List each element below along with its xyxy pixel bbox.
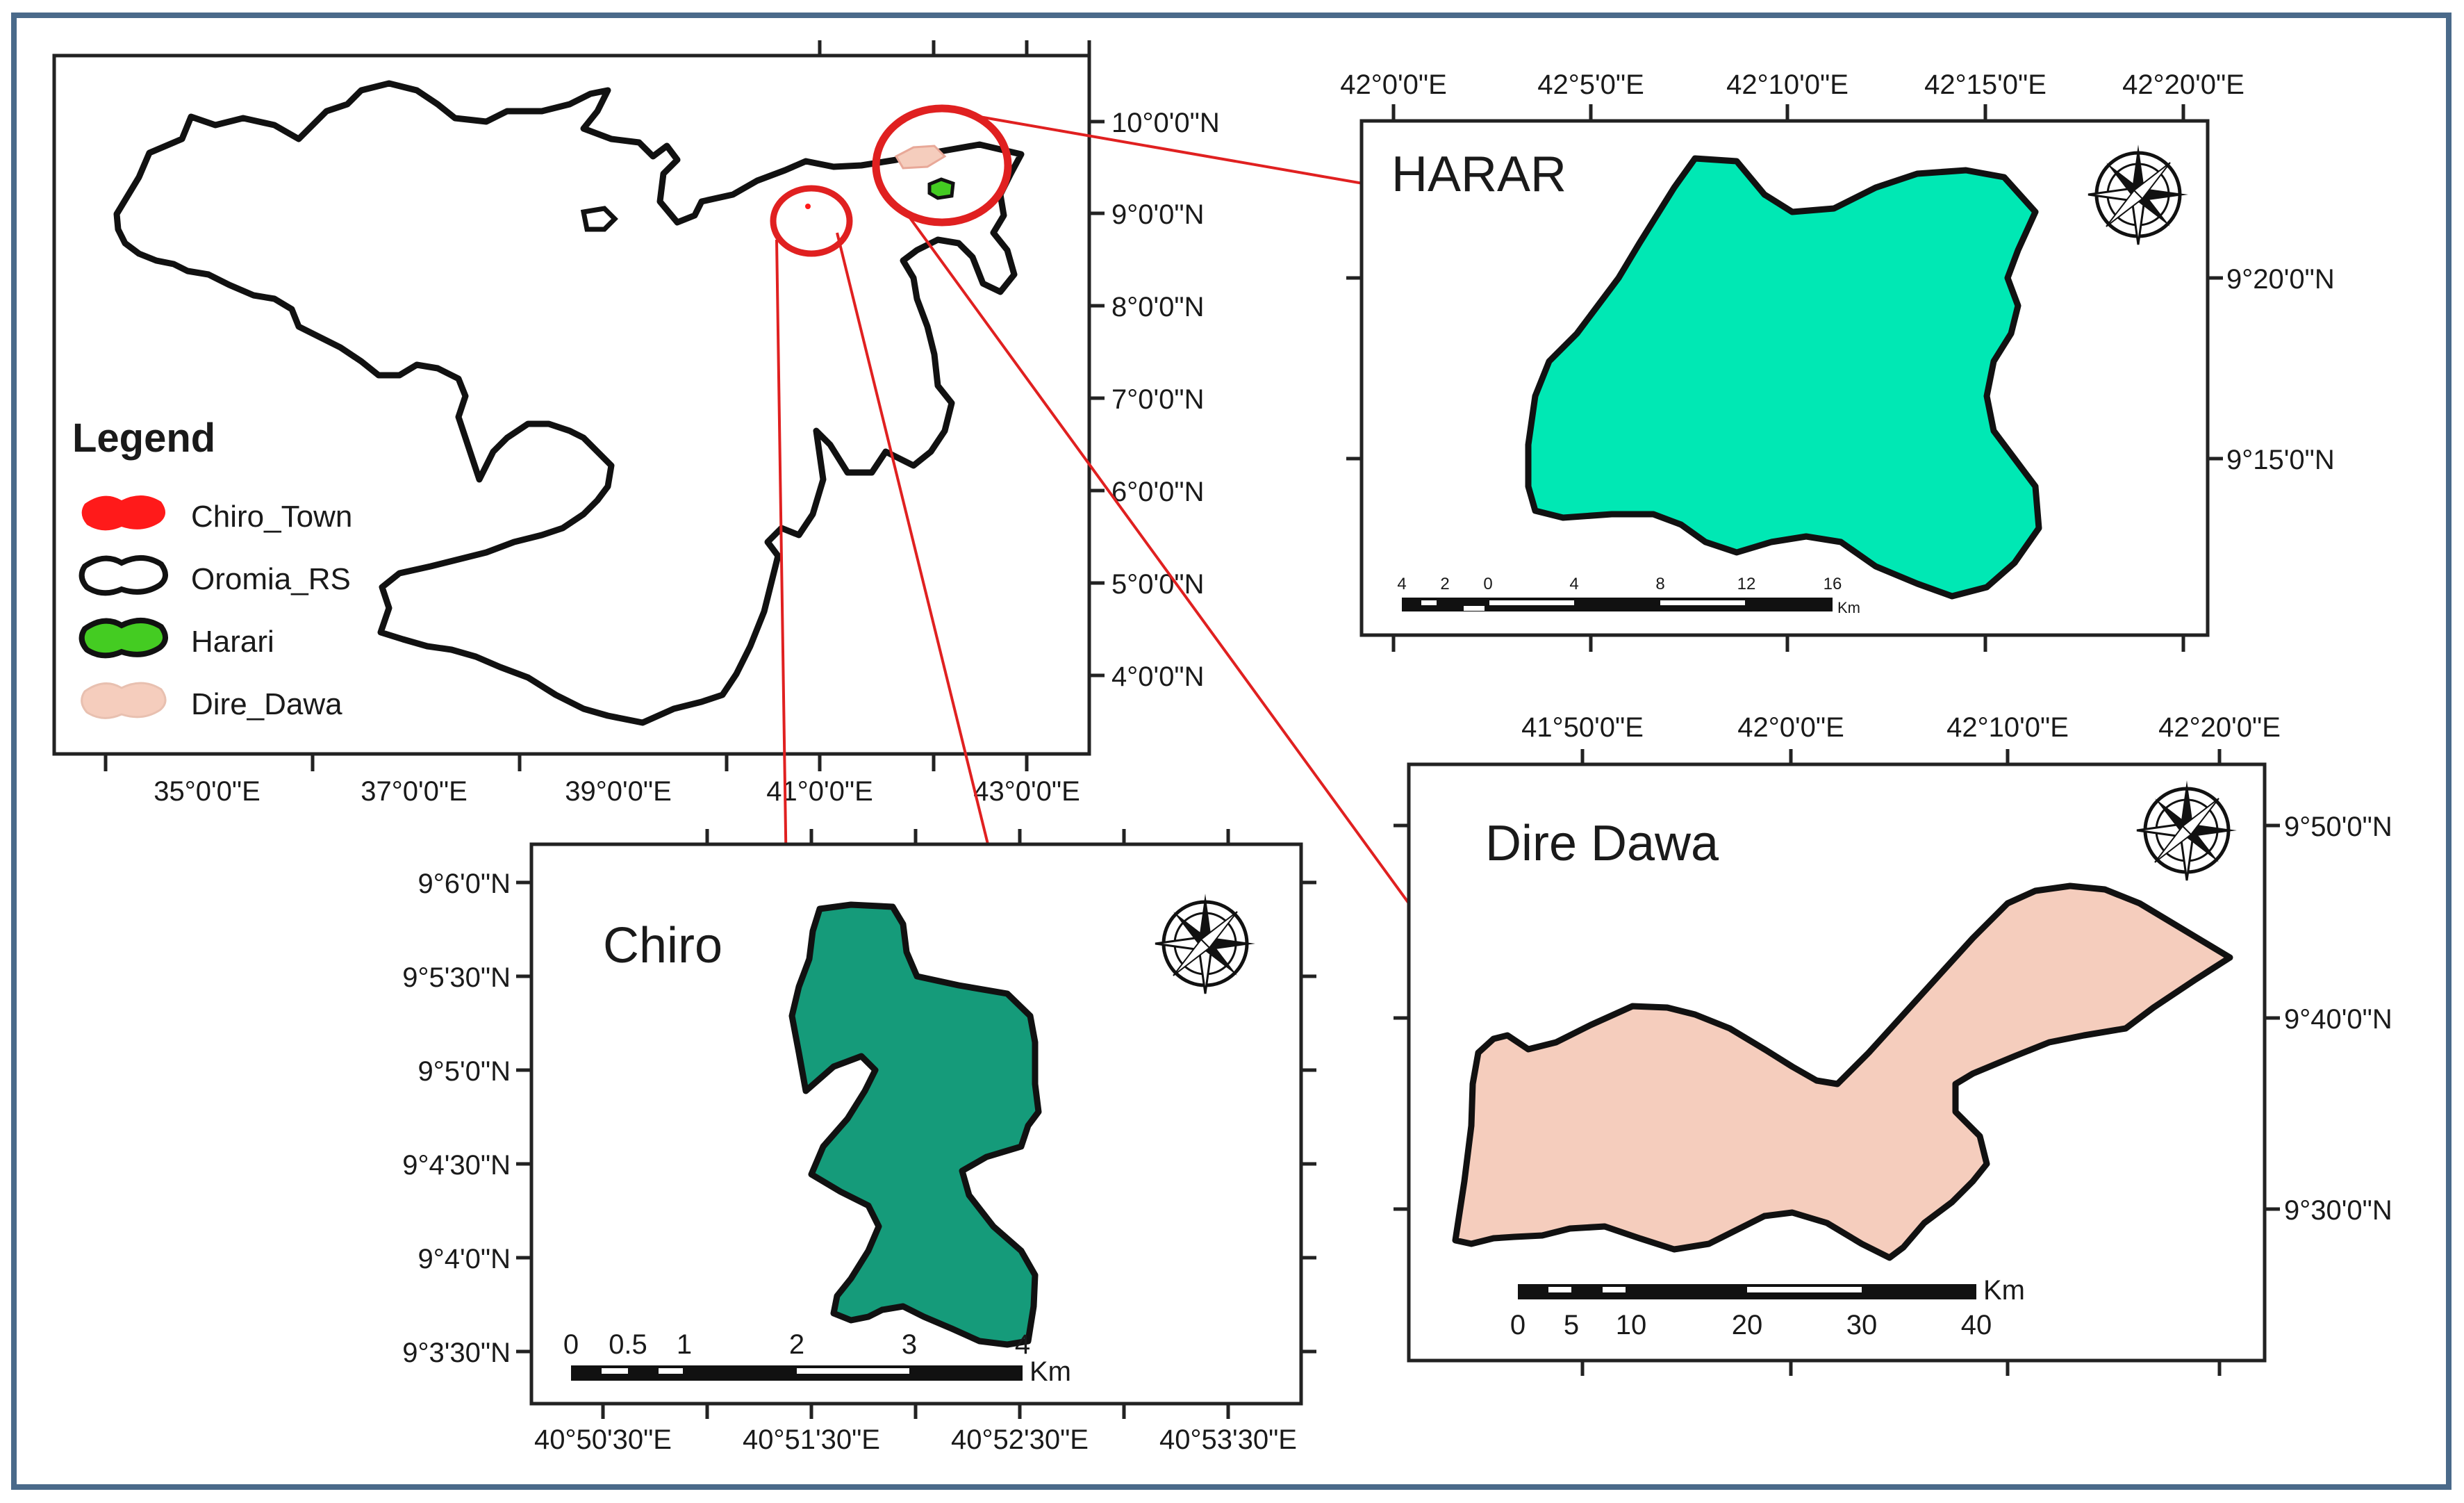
chiro-lat-label: 9°5'0"N (418, 1056, 511, 1087)
dire-scale-label: 10 (1616, 1310, 1647, 1340)
overview-lat-label: 4°0'0"N (1111, 662, 1204, 692)
dire-lat-label: 9°30'0"N (2284, 1195, 2392, 1226)
legend-label-dire-dawa: Dire_Dawa (191, 687, 342, 721)
legend-label-oromia: Oromia_RS (191, 562, 351, 596)
harar-scale-label: 12 (1737, 575, 1756, 593)
harar-lon-label: 42°20'0"E (2122, 69, 2244, 100)
chiro-lat-label: 9°5'30"N (402, 962, 511, 993)
legend-label-harari: Harari (191, 625, 274, 659)
chiro-lat-label: 9°4'0"N (418, 1244, 511, 1274)
overview-lat-label: 7°0'0"N (1111, 384, 1204, 415)
chiro-map-title: Chiro (603, 918, 722, 974)
chiro-lat-label: 9°6'0"N (418, 869, 511, 899)
harar-lon-label: 42°5'0"E (1537, 69, 1644, 100)
harar-lon-label: 42°15'0"E (1924, 69, 2047, 100)
harar-dire-highlight-circle (872, 104, 1012, 227)
chiro-scale-bar: 0 0.5 1 2 3 4 Km (563, 1329, 1071, 1387)
overview-map-panel: 10°0'0"N 9°0'0"N 8°0'0"N 7°0'0"N 6°0'0"N… (52, 40, 1220, 807)
overview-lon-label: 43°0'0"E (973, 776, 1080, 807)
overview-lat-label: 10°0'0"N (1111, 108, 1220, 138)
chiro-lon-label: 40°51'30"E (743, 1424, 880, 1455)
dire-dawa-region-shape (1452, 882, 2233, 1261)
harar-lat-label: 9°20'0"N (2226, 264, 2335, 295)
harar-scale-label: 0 (1483, 575, 1492, 593)
chiro-region-shape (788, 901, 1042, 1348)
harari-overview-shape (927, 177, 955, 200)
dire-scale-label: 30 (1846, 1310, 1878, 1340)
chiro-scale-label: 2 (789, 1329, 804, 1360)
harar-map-panel: 42°0'0"E 42°5'0"E 42°10'0"E 42°15'0"E 42… (1340, 69, 2335, 652)
dire-map-title: Dire Dawa (1485, 816, 1719, 871)
overview-lat-label: 5°0'0"N (1111, 569, 1204, 600)
chiro-scale-label: 0.5 (609, 1329, 647, 1360)
legend: Legend Chiro_Town Oromia_RS Harari Dire_… (72, 416, 352, 721)
dire-lon-label: 42°20'0"E (2158, 712, 2281, 743)
harar-lon-label: 42°0'0"E (1340, 69, 1447, 100)
chiro-scale-unit: Km (1030, 1356, 1071, 1387)
harar-lat-label: 9°15'0"N (2226, 445, 2335, 475)
oromia-region-shape (113, 80, 1025, 726)
legend-title: Legend (72, 416, 215, 461)
dire-scale-unit: Km (1983, 1275, 2025, 1306)
harar-lon-label: 42°10'0"E (1726, 69, 1849, 100)
dire-scale-label: 20 (1732, 1310, 1763, 1340)
chiro-highlight-circle (770, 185, 853, 257)
harar-scale-label: 16 (1824, 575, 1842, 593)
chiro-scale-label: 4 (1015, 1329, 1030, 1360)
chiro-scale-label: 0 (563, 1329, 579, 1360)
chiro-lat-label: 9°3'30"N (402, 1338, 511, 1368)
overview-lon-label: 37°0'0"E (361, 776, 468, 807)
harar-scale-label: 4 (1397, 575, 1406, 593)
legend-label-chiro-town: Chiro_Town (191, 500, 352, 534)
chiro-lon-label: 40°50'30"E (534, 1424, 672, 1455)
chiro-lon-label: 40°52'30"E (951, 1424, 1089, 1455)
dire-dawa-overview-shape (894, 145, 947, 170)
dire-lon-label: 42°0'0"E (1737, 712, 1844, 743)
dire-lon-label: 41°50'0"E (1521, 712, 1644, 743)
overview-lon-label: 39°0'0"E (565, 776, 672, 807)
overview-lat-label: 8°0'0"N (1111, 292, 1204, 322)
dire-lon-label: 42°10'0"E (1946, 712, 2069, 743)
chiro-town-swatch (81, 495, 166, 531)
harar-region-shape (1525, 155, 2042, 600)
overview-lon-label: 35°0'0"E (154, 776, 261, 807)
overview-lon-label: 41°0'0"E (766, 776, 873, 807)
overview-lat-label: 6°0'0"N (1111, 477, 1204, 507)
chiro-scale-label: 1 (677, 1329, 692, 1360)
dire-scale-bar: 0 5 10 20 30 40 Km (1510, 1275, 2025, 1340)
dire-lat-label: 9°40'0"N (2284, 1004, 2392, 1035)
chiro-scale-label: 3 (902, 1329, 917, 1360)
overview-lat-label: 9°0'0"N (1111, 199, 1204, 230)
chiro-map-panel: 9°6'0"N 9°5'30"N 9°5'0"N 9°4'30"N 9°4'0"… (402, 829, 1316, 1455)
dire-scale-label: 0 (1510, 1310, 1525, 1340)
harari-swatch (78, 618, 168, 659)
chiro-lat-label: 9°4'30"N (402, 1150, 511, 1181)
harar-map-title: HARAR (1391, 147, 1566, 202)
chiro-lon-label: 40°53'30"E (1159, 1424, 1297, 1455)
dire-scale-label: 40 (1961, 1310, 1992, 1340)
lake-shape (580, 206, 618, 232)
dire-dawa-swatch (81, 682, 167, 719)
harar-scale-label: 2 (1440, 575, 1449, 593)
dire-lat-label: 9°50'0"N (2284, 812, 2392, 842)
oromia-swatch (78, 555, 168, 596)
harar-scale-label: 4 (1569, 575, 1578, 593)
dire-dawa-map-panel: 41°50'0"E 42°0'0"E 42°10'0"E 42°20'0"E 9… (1394, 712, 2392, 1376)
harar-scale-bar: 4 2 0 4 8 12 16 Km (1397, 575, 1860, 616)
harar-scale-label: 8 (1655, 575, 1664, 593)
dire-scale-label: 5 (1564, 1310, 1579, 1340)
harar-scale-unit: Km (1837, 599, 1860, 616)
chiro-town-overview-dot (805, 204, 811, 209)
